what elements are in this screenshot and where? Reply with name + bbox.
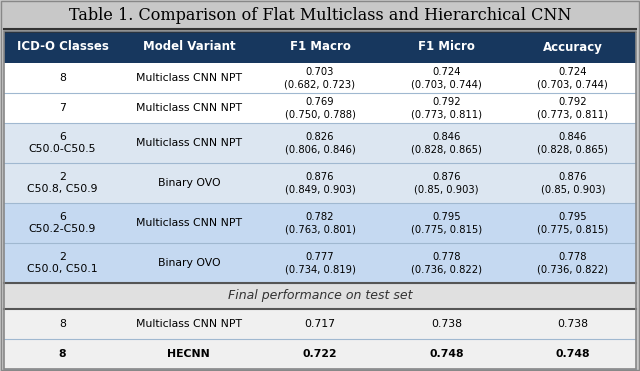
- Bar: [4, 93, 636, 123]
- Text: 0.792
(0.773, 0.811): 0.792 (0.773, 0.811): [538, 97, 608, 119]
- Text: 8: 8: [59, 349, 66, 359]
- Text: 0.703
(0.682, 0.723): 0.703 (0.682, 0.723): [285, 67, 355, 89]
- Bar: [4, 339, 636, 369]
- Text: Multiclass CNN NPT: Multiclass CNN NPT: [136, 103, 242, 113]
- Text: 0.748: 0.748: [556, 349, 590, 359]
- Text: Multiclass CNN NPT: Multiclass CNN NPT: [136, 218, 242, 228]
- Text: F1 Micro: F1 Micro: [418, 40, 475, 53]
- Text: HECNN: HECNN: [168, 349, 210, 359]
- Text: 0.724
(0.703, 0.744): 0.724 (0.703, 0.744): [411, 67, 482, 89]
- Text: 0.782
(0.763, 0.801): 0.782 (0.763, 0.801): [285, 212, 355, 234]
- Text: 0.724
(0.703, 0.744): 0.724 (0.703, 0.744): [538, 67, 608, 89]
- Text: 0.738: 0.738: [431, 319, 462, 329]
- Text: 0.826
(0.806, 0.846): 0.826 (0.806, 0.846): [285, 132, 355, 154]
- Bar: [4, 283, 636, 309]
- Text: 0.748: 0.748: [429, 349, 463, 359]
- Text: F1 Macro: F1 Macro: [289, 40, 351, 53]
- Bar: [4, 163, 636, 203]
- Text: 0.846
(0.828, 0.865): 0.846 (0.828, 0.865): [538, 132, 608, 154]
- Bar: [4, 203, 636, 243]
- Text: ICD-O Classes: ICD-O Classes: [17, 40, 108, 53]
- Text: 2
C50.0, C50.1: 2 C50.0, C50.1: [27, 252, 98, 274]
- Text: Binary OVO: Binary OVO: [157, 178, 220, 188]
- Text: Model Variant: Model Variant: [143, 40, 235, 53]
- Text: Accuracy: Accuracy: [543, 40, 603, 53]
- Bar: [4, 243, 636, 283]
- Text: 0.792
(0.773, 0.811): 0.792 (0.773, 0.811): [411, 97, 482, 119]
- Bar: [4, 123, 636, 163]
- Text: Multiclass CNN NPT: Multiclass CNN NPT: [136, 138, 242, 148]
- Text: 0.778
(0.736, 0.822): 0.778 (0.736, 0.822): [411, 252, 482, 274]
- Text: 0.738: 0.738: [557, 319, 588, 329]
- Text: 6
C50.0-C50.5: 6 C50.0-C50.5: [29, 132, 96, 154]
- Text: 0.876
(0.849, 0.903): 0.876 (0.849, 0.903): [285, 172, 355, 194]
- Text: Table 1. Comparison of Flat Multiclass and Hierarchical CNN: Table 1. Comparison of Flat Multiclass a…: [69, 7, 571, 24]
- Bar: [4, 31, 636, 63]
- Text: Final performance on test set: Final performance on test set: [228, 289, 412, 302]
- Bar: [4, 63, 636, 93]
- Text: 0.795
(0.775, 0.815): 0.795 (0.775, 0.815): [411, 212, 482, 234]
- Text: 0.717: 0.717: [305, 319, 335, 329]
- Text: 8: 8: [59, 73, 66, 83]
- Bar: [4, 309, 636, 339]
- Text: 0.722: 0.722: [303, 349, 337, 359]
- Text: 0.777
(0.734, 0.819): 0.777 (0.734, 0.819): [285, 252, 355, 274]
- Text: 7: 7: [59, 103, 66, 113]
- Text: 0.846
(0.828, 0.865): 0.846 (0.828, 0.865): [411, 132, 482, 154]
- Text: 0.795
(0.775, 0.815): 0.795 (0.775, 0.815): [537, 212, 609, 234]
- Text: 0.876
(0.85, 0.903): 0.876 (0.85, 0.903): [541, 172, 605, 194]
- Text: 6
C50.2-C50.9: 6 C50.2-C50.9: [29, 212, 96, 234]
- Text: Multiclass CNN NPT: Multiclass CNN NPT: [136, 319, 242, 329]
- Text: 0.769
(0.750, 0.788): 0.769 (0.750, 0.788): [285, 97, 355, 119]
- Text: 8: 8: [59, 319, 66, 329]
- Text: Multiclass CNN NPT: Multiclass CNN NPT: [136, 73, 242, 83]
- Text: 2
C50.8, C50.9: 2 C50.8, C50.9: [28, 172, 98, 194]
- Text: 0.778
(0.736, 0.822): 0.778 (0.736, 0.822): [538, 252, 608, 274]
- Text: Binary OVO: Binary OVO: [157, 258, 220, 268]
- Text: 0.876
(0.85, 0.903): 0.876 (0.85, 0.903): [414, 172, 479, 194]
